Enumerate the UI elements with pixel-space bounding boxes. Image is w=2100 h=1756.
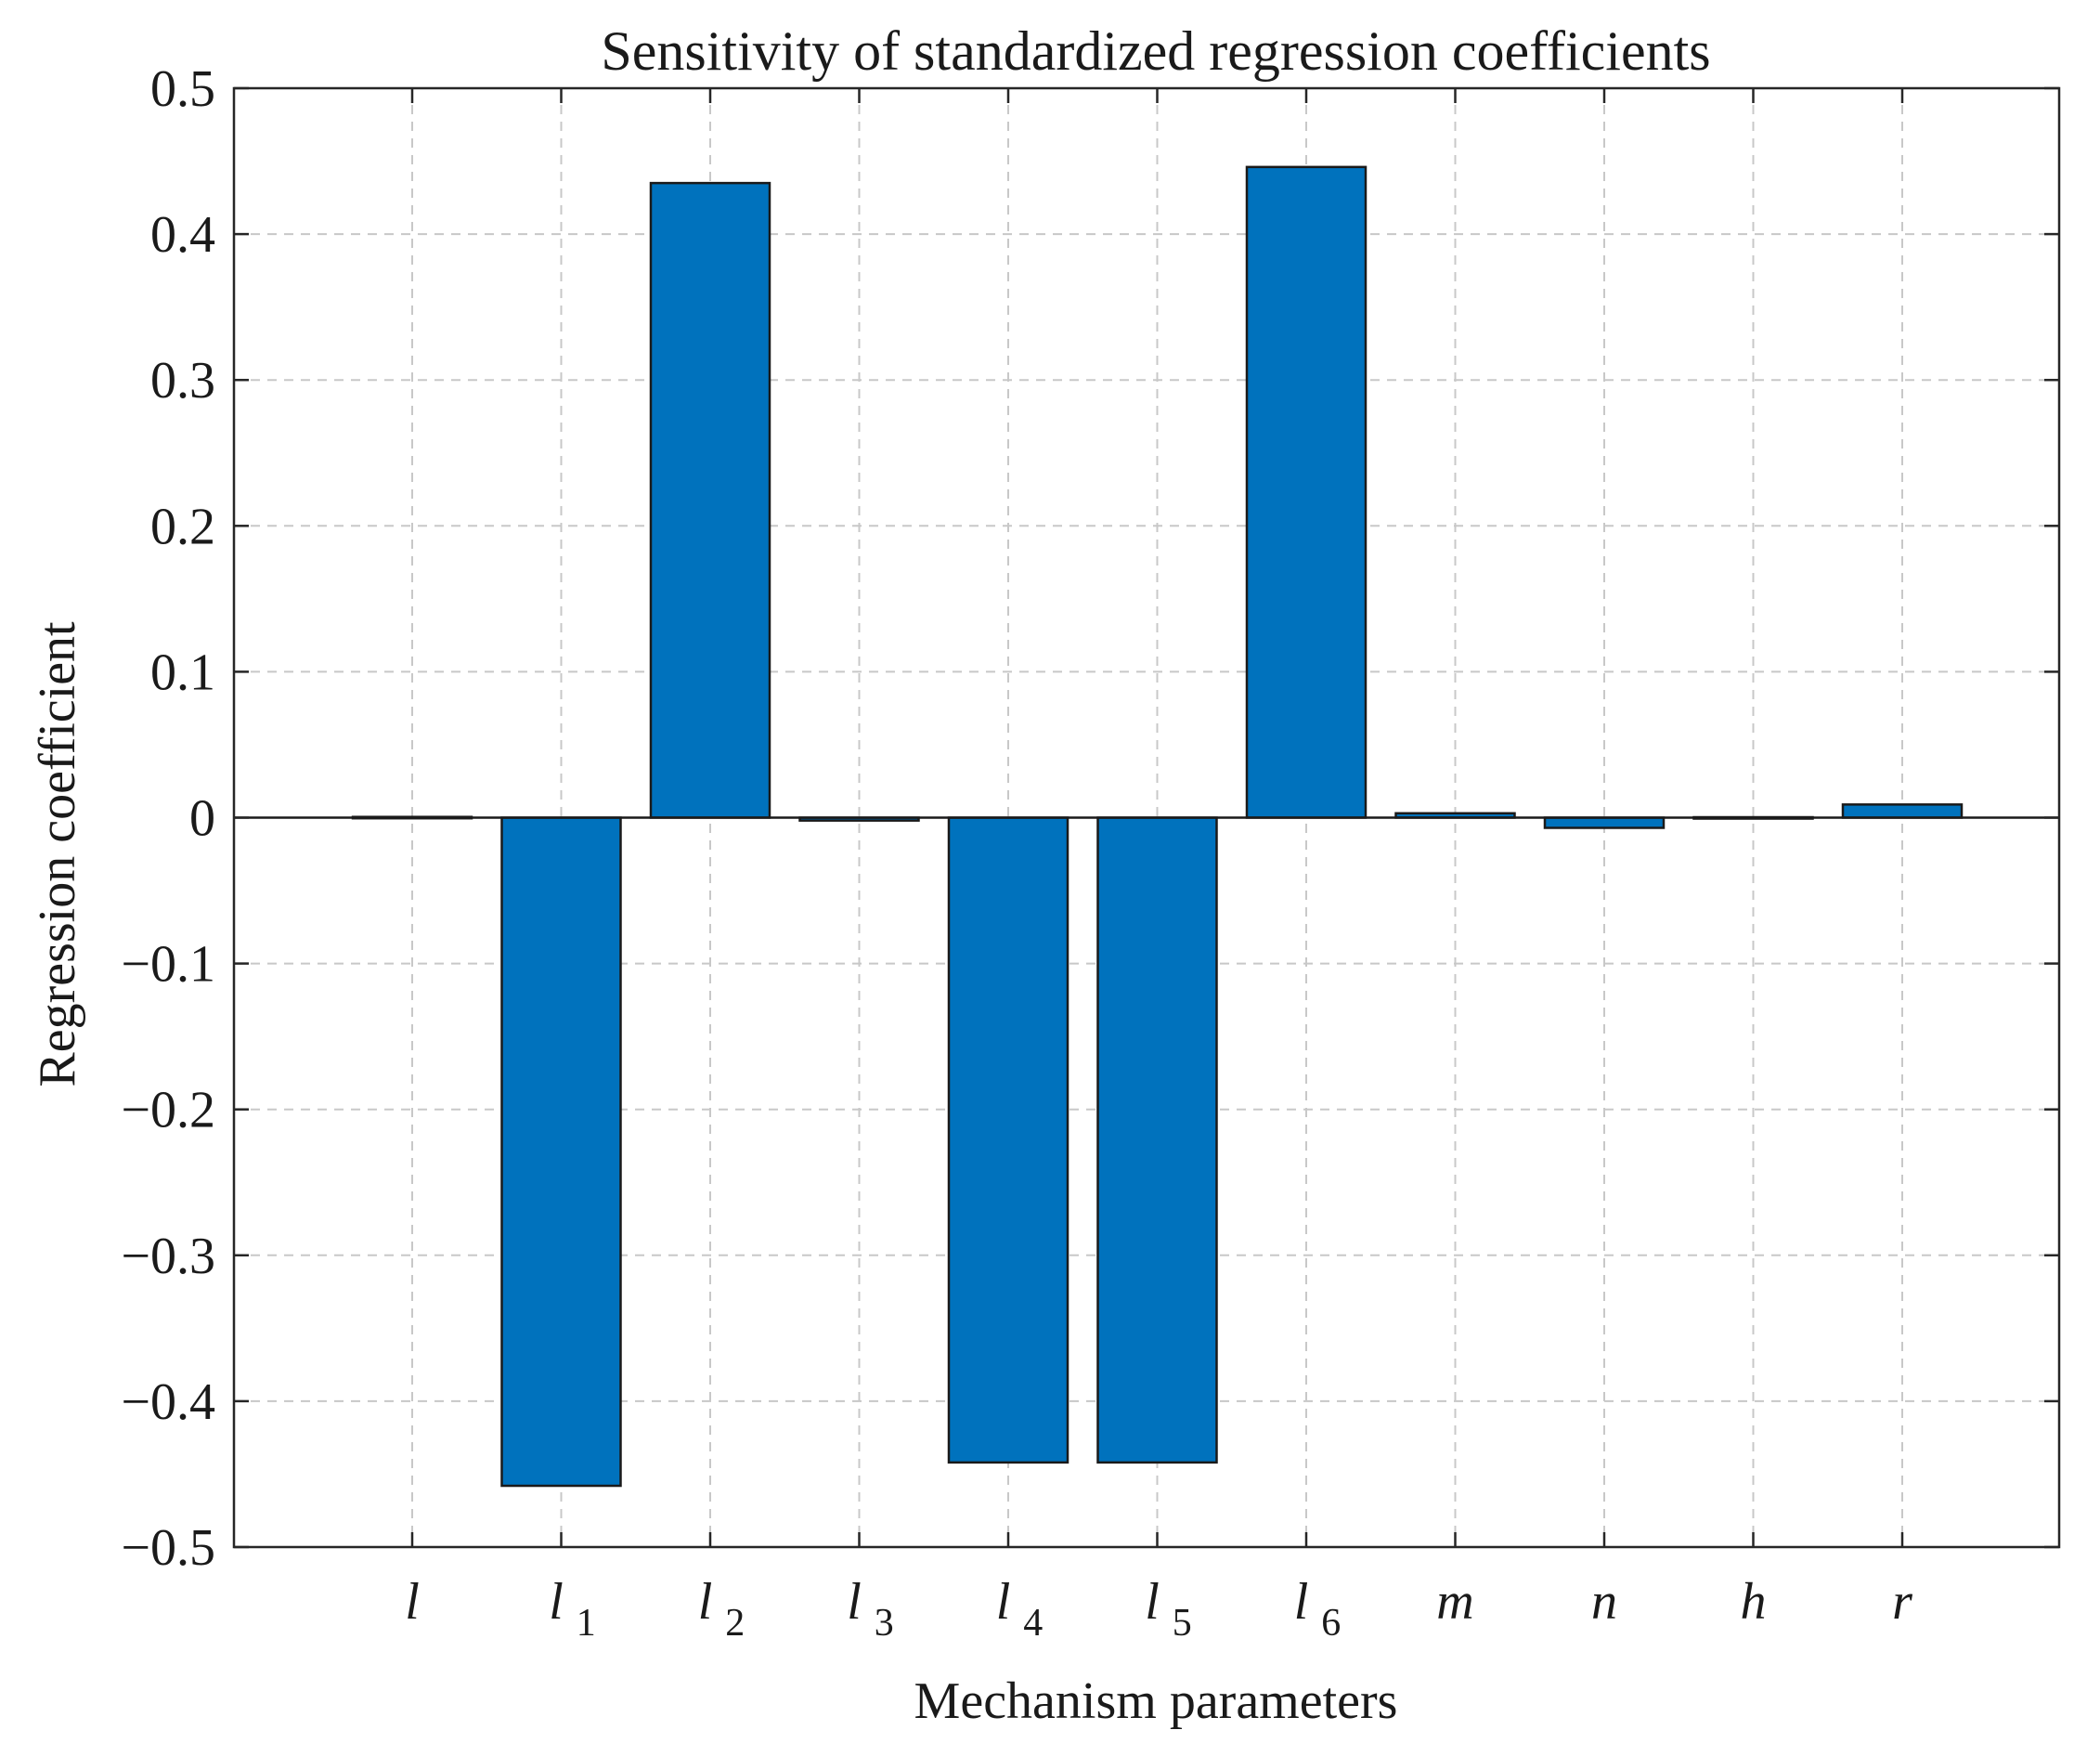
y-tick-label: −0.5 (121, 1519, 215, 1577)
x-tick-label: l (405, 1573, 420, 1631)
bar (1841, 803, 1964, 819)
y-tick-label: −0.2 (121, 1082, 215, 1139)
x-tick-label: r (1892, 1573, 1912, 1631)
x-tick-label-subscript: 1 (577, 1602, 596, 1645)
y-tick-label: 0.1 (150, 644, 215, 701)
x-tick-label: h (1741, 1573, 1767, 1631)
bar (649, 181, 771, 819)
bars-layer (351, 165, 1964, 1488)
x-tick-label-subscript: 3 (875, 1602, 894, 1645)
chart-title: Sensitivity of standardized regression c… (601, 20, 1710, 82)
y-tick-label: 0 (189, 790, 215, 848)
x-tick-label-subscript: 6 (1321, 1602, 1341, 1645)
x-tick-label: m (1436, 1573, 1473, 1631)
x-tick-label: n (1591, 1573, 1617, 1631)
bar (500, 816, 622, 1488)
y-tick-label: 0.5 (150, 60, 215, 118)
y-tick-label: −0.3 (121, 1228, 215, 1285)
y-axis-label: Regression coefficient (29, 621, 86, 1087)
x-tick-label-subscript: 2 (725, 1602, 745, 1645)
axes-layer (232, 86, 2061, 1549)
bar (1543, 816, 1666, 829)
bar (1245, 165, 1368, 819)
y-tick-label: 0.3 (150, 352, 215, 410)
y-tick-label: 0.2 (150, 498, 215, 555)
y-tick-label: 0.4 (150, 206, 215, 264)
y-tick-label: −0.4 (121, 1373, 215, 1431)
x-tick-label-subscript: 4 (1023, 1602, 1043, 1645)
bar (947, 816, 1069, 1464)
y-tick-label: −0.1 (121, 936, 215, 994)
x-tick-label-subscript: 5 (1173, 1602, 1192, 1645)
bar (1096, 816, 1218, 1464)
x-axis-label: Mechanism parameters (914, 1672, 1398, 1730)
